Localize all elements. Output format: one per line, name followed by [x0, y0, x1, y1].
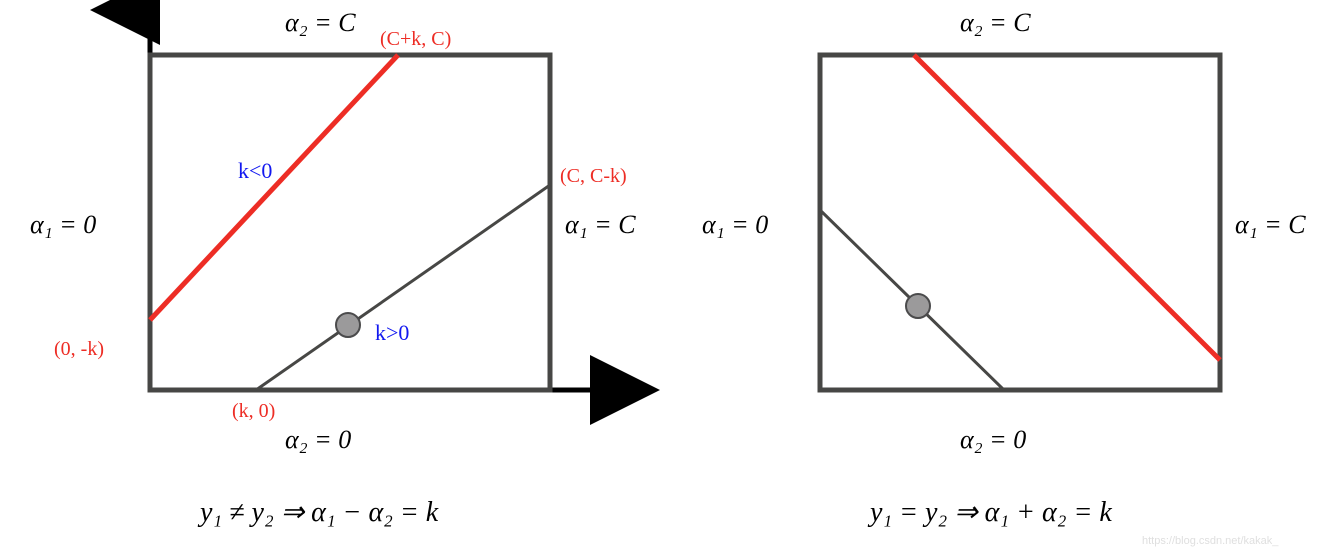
left-gray-line	[256, 185, 550, 390]
left-label-right: α₁ = C	[565, 210, 636, 240]
left-point-right: (C, C-k)	[560, 165, 627, 188]
diagram-svg	[0, 0, 1322, 550]
right-label-top: α₂ = C	[960, 8, 1031, 38]
left-point-bottom: (k, 0)	[232, 400, 275, 423]
watermark: https://blog.csdn.net/kakak_	[1142, 535, 1278, 547]
left-label-top: α₂ = C	[285, 8, 356, 38]
diagram-canvas: α₂ = C α₂ = 0 α₁ = 0 α₁ = C k<0 k>0 (C+k…	[0, 0, 1322, 550]
left-point-top: (C+k, C)	[380, 28, 451, 51]
right-label-right: α₁ = C	[1235, 210, 1306, 240]
right-dot	[906, 294, 930, 318]
right-label-bottom: α₂ = 0	[960, 425, 1026, 455]
right-label-left: α₁ = 0	[702, 210, 768, 240]
right-caption: y₁ = y₂ ⇒ α₁ + α₂ = k	[870, 495, 1112, 529]
left-label-bottom: α₂ = 0	[285, 425, 351, 455]
right-red-line	[914, 55, 1220, 360]
left-label-kpos: k>0	[375, 320, 409, 346]
left-label-left: α₁ = 0	[30, 210, 96, 240]
left-dot	[336, 313, 360, 337]
right-box	[820, 55, 1220, 390]
left-red-line	[150, 55, 398, 320]
left-point-left: (0, -k)	[54, 338, 104, 361]
left-label-kneg: k<0	[238, 158, 272, 184]
left-caption: y₁ ≠ y₂ ⇒ α₁ − α₂ = k	[200, 495, 438, 529]
